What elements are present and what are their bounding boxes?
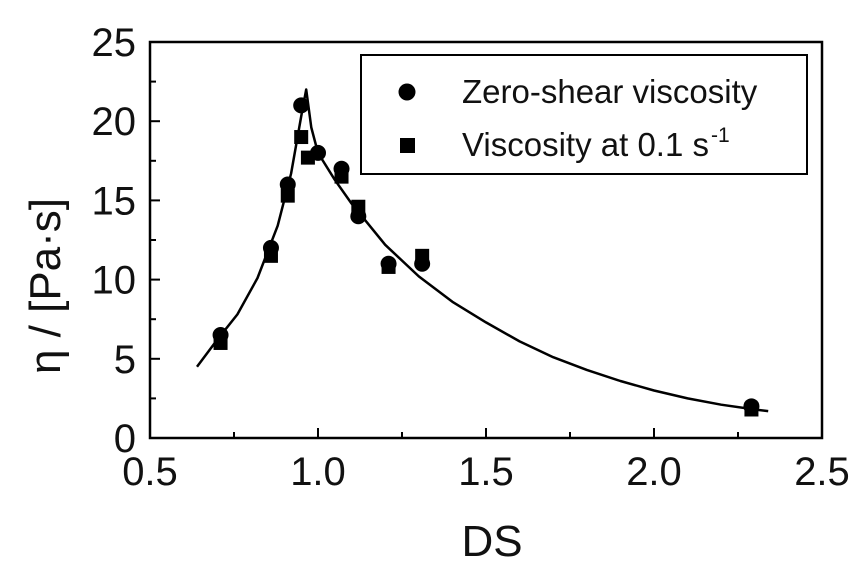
legend: Zero-shear viscosity Viscosity at 0.1 s-… [360,54,808,175]
x-tick-label: 2.5 [794,450,850,494]
y-tick-label: 5 [114,338,136,382]
fit-curve [196,88,769,413]
y-tick-label: 25 [92,21,137,65]
legend-circle-marker [398,83,416,101]
legend-label-viscosity-superscript: -1 [711,124,730,147]
data-markers [212,97,760,417]
data-point-viscosity-0.1 [415,248,430,263]
x-tick-label: 2.0 [626,450,682,494]
x-tick-label: 0.5 [122,450,178,494]
legend-box [360,54,808,175]
data-point-viscosity-0.1 [280,188,295,203]
fit-curve-layer [196,88,769,413]
data-point-viscosity-0.1 [213,335,228,350]
legend-label-viscosity: Viscosity at 0.1 s-1 [462,124,730,163]
y-axis-ticks: 0 5 10 15 20 25 [92,21,160,461]
data-point-viscosity-0.1 [263,248,278,263]
legend-square-marker [400,138,415,153]
data-point-viscosity-0.1 [334,169,349,184]
data-point-viscosity-0.1 [351,199,366,214]
y-tick-label: 10 [92,259,137,303]
data-point-viscosity-0.1 [294,130,309,145]
data-point-zero-shear [293,97,310,114]
x-axis-label: DS [461,517,522,565]
y-tick-label: 15 [92,179,137,223]
data-point-zero-shear [279,176,296,193]
y-tick-label: 20 [92,100,137,144]
data-point-viscosity-0.1 [381,259,396,274]
y-tick-label: 0 [114,417,136,461]
legend-label-zero-shear: Zero-shear viscosity [462,73,758,110]
y-axis-label: η / [Pa·s] [21,198,70,374]
data-point-viscosity-0.1 [744,402,759,417]
data-point-viscosity-0.1 [300,150,315,165]
x-axis-ticks: 0.5 1.0 1.5 2.0 2.5 [122,428,850,494]
legend-label-viscosity-main: Viscosity at 0.1 s [462,126,709,163]
x-tick-label: 1.5 [458,450,514,494]
x-tick-label: 1.0 [290,450,346,494]
